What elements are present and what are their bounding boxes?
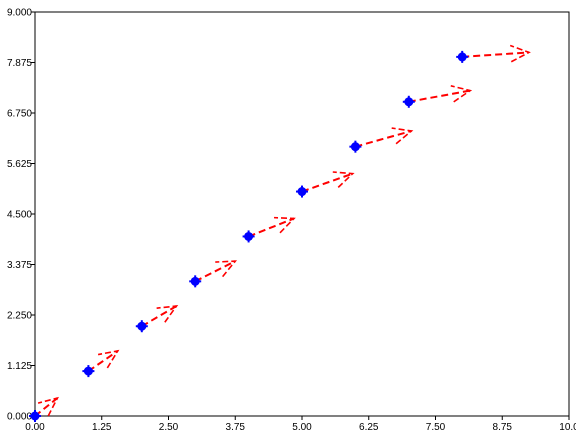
y-tick-label: 7.875: [7, 58, 32, 69]
arrow-head: [37, 396, 59, 417]
data-point: [296, 185, 308, 198]
x-tick-label: 7.50: [426, 422, 446, 433]
plot-area: [34, 11, 570, 417]
data-point: [242, 230, 255, 243]
arrow-shaft: [194, 260, 236, 283]
arrow-head: [273, 216, 296, 234]
x-tick-label: 6.25: [359, 422, 379, 433]
y-tick-label: 3.375: [7, 260, 32, 271]
vector-arrow: [141, 305, 179, 328]
x-tick-label: 5.00: [292, 422, 312, 433]
arrow-head: [332, 171, 355, 188]
arrow-shaft: [34, 397, 59, 417]
arrow-shaft: [301, 172, 354, 193]
data-point: [349, 140, 362, 153]
y-axis: 0.000 1.125 2.250 3.375 4.500 5.625 6.750 7.875…: [7, 8, 35, 423]
x-tick-label: 1.25: [92, 422, 112, 433]
vector-arrows: [34, 44, 531, 417]
y-tick-label: 9.000: [7, 8, 32, 19]
x-tick-label: 2.50: [159, 422, 179, 433]
arrow-shaft: [355, 129, 412, 148]
data-point: [456, 50, 469, 63]
vector-arrow: [248, 216, 296, 238]
x-tick-label: 10.0: [559, 422, 576, 433]
data-point: [189, 275, 202, 288]
arrow-head: [156, 305, 179, 323]
x-tick-label: 3.75: [226, 422, 246, 433]
data-point: [29, 410, 41, 422]
data-point: [402, 95, 415, 108]
x-tick-label: 8.75: [493, 422, 513, 433]
arrow-head: [509, 44, 531, 63]
vector-arrow: [34, 396, 59, 417]
data-point: [82, 365, 95, 378]
arrow-shaft: [87, 350, 119, 372]
y-tick-label: 4.500: [7, 210, 32, 221]
arrow-shaft: [462, 51, 530, 58]
y-tick-label: 0.000: [7, 412, 32, 423]
x-tick-label: 0.00: [25, 422, 45, 433]
arrow-head: [391, 127, 414, 145]
vector-arrow: [462, 44, 531, 63]
vector-arrow: [194, 260, 238, 283]
y-tick-label: 2.250: [7, 311, 32, 322]
x-axis: 0.00 1.25 2.50 3.75 5.00 6.25 7.50 8.75 10.0: [25, 416, 576, 433]
vector-arrow: [87, 349, 120, 372]
y-tick-label: 5.625: [7, 159, 32, 170]
arrow-head: [97, 349, 120, 369]
data-points: [29, 50, 469, 422]
arrow-shaft: [248, 217, 295, 238]
vector-arrow: [301, 171, 355, 193]
arrow-head: [215, 260, 238, 278]
vector-arrow: [408, 85, 473, 103]
arrow-head: [450, 85, 473, 103]
vector-arrow: [355, 127, 414, 148]
y-tick-label: 1.125: [7, 361, 32, 372]
arrow-shaft: [141, 305, 178, 328]
data-point: [135, 320, 148, 333]
y-tick-label: 6.750: [7, 109, 32, 120]
